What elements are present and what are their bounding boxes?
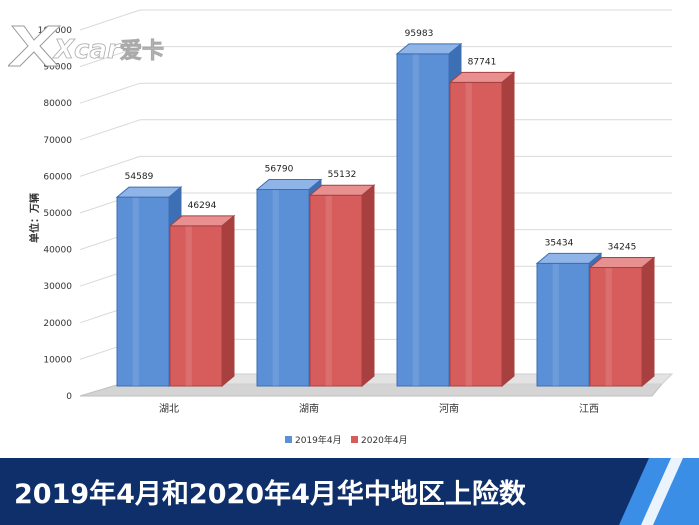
legend-swatch bbox=[285, 436, 292, 443]
bar-湖北-2020年4月 bbox=[168, 214, 236, 388]
gridline-diagonal bbox=[79, 46, 141, 68]
title-banner: 2019年4月和2020年4月华中地区上险数 bbox=[0, 458, 699, 525]
category-label: 湖北 bbox=[159, 403, 179, 415]
logo-brand-cn: 爱卡 bbox=[120, 39, 164, 64]
legend-label: 2019年4月 bbox=[295, 434, 342, 446]
bars bbox=[115, 42, 656, 388]
data-label: 56790 bbox=[265, 165, 294, 175]
legend-swatch bbox=[351, 436, 358, 443]
category-label: 江西 bbox=[579, 403, 599, 415]
legend: 2019年4月 2020年4月 bbox=[285, 434, 408, 446]
banner-title: 2019年4月和2020年4月华中地区上险数 bbox=[14, 479, 526, 510]
gridline-diagonal bbox=[79, 82, 141, 104]
y-tick-label: 20000 bbox=[43, 319, 72, 329]
y-tick-label: 80000 bbox=[43, 99, 72, 109]
bar-front bbox=[536, 262, 590, 387]
data-label: 54589 bbox=[125, 172, 154, 182]
y-tick-label: 10000 bbox=[43, 355, 72, 365]
bar-highlight bbox=[412, 53, 419, 387]
bar-side bbox=[221, 214, 235, 388]
bar-highlight bbox=[272, 189, 279, 386]
y-tick-label: 30000 bbox=[43, 282, 72, 292]
bar-湖南-2020年4月 bbox=[308, 184, 376, 388]
y-axis-label: 单位：万辆 bbox=[28, 193, 41, 243]
gridline-diagonal bbox=[79, 119, 141, 141]
data-label: 35434 bbox=[545, 238, 574, 248]
bar-highlight bbox=[552, 263, 559, 386]
gridline-diagonal bbox=[79, 9, 141, 31]
gridline-diagonal bbox=[79, 155, 141, 177]
bar-front bbox=[256, 189, 310, 387]
bar-front bbox=[116, 196, 170, 387]
bar-front bbox=[169, 225, 223, 387]
bar-河南-2020年4月 bbox=[448, 71, 516, 388]
bar-side bbox=[361, 184, 375, 388]
bar-江西-2020年4月 bbox=[588, 256, 656, 388]
data-label: 46294 bbox=[188, 201, 217, 211]
y-tick-label: 70000 bbox=[43, 136, 72, 146]
bar-front bbox=[396, 53, 450, 387]
bar-front bbox=[589, 267, 643, 387]
logo-brand-text: Xcar bbox=[52, 35, 122, 65]
bar-highlight bbox=[132, 197, 139, 386]
bar-front bbox=[309, 194, 363, 387]
category-labels: 湖北 湖南 河南 江西 bbox=[159, 402, 599, 415]
data-label: 87741 bbox=[468, 57, 497, 67]
y-tick-label: 0 bbox=[66, 392, 72, 402]
data-labels: 54589 46294 56790 55132 95983 87741 35434 34245 bbox=[125, 29, 637, 253]
category-label: 河南 bbox=[439, 402, 459, 415]
bar-side bbox=[641, 256, 655, 388]
banner-stripe-decoration bbox=[619, 458, 699, 525]
y-tick-label: 90000 bbox=[43, 63, 72, 73]
y-axis-ticks: 0 10000 20000 30000 40000 50000 60000 70000 8000… bbox=[38, 26, 73, 402]
bar-highlight bbox=[465, 82, 472, 386]
data-label: 34245 bbox=[608, 243, 637, 253]
xcar-logo: Xcar 爱卡 bbox=[8, 25, 164, 67]
bar-highlight bbox=[325, 195, 332, 386]
bar-chart: 0 10000 20000 30000 40000 50000 60000 70000 8000… bbox=[28, 9, 674, 446]
data-label: 95983 bbox=[405, 29, 434, 39]
y-tick-label: 60000 bbox=[43, 172, 72, 182]
y-tick-label: 50000 bbox=[43, 209, 72, 219]
category-label: 湖南 bbox=[299, 402, 319, 415]
legend-label: 2020年4月 bbox=[361, 434, 408, 446]
y-tick-label: 40000 bbox=[43, 246, 72, 256]
bar-highlight bbox=[605, 267, 612, 386]
bar-highlight bbox=[185, 225, 192, 386]
bar-side bbox=[501, 71, 515, 388]
data-label: 55132 bbox=[328, 170, 357, 180]
bar-front bbox=[449, 81, 503, 387]
